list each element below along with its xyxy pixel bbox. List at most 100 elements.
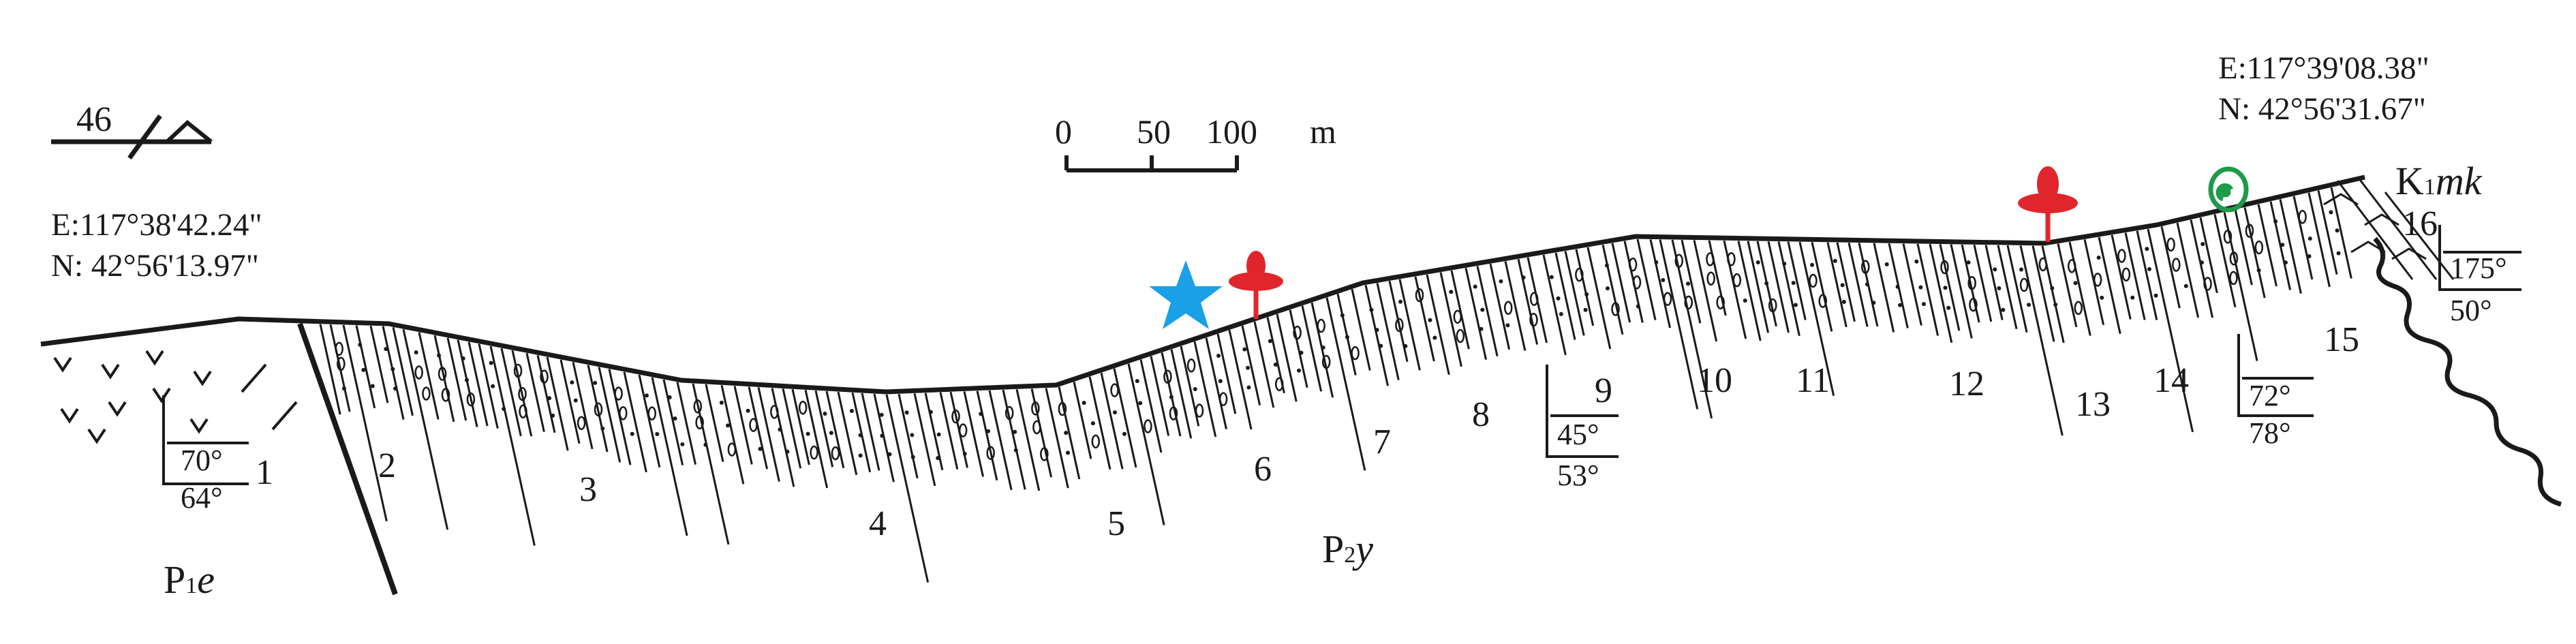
sand-dot — [1345, 335, 1349, 339]
bedding-line — [1811, 241, 1833, 332]
sand-dot — [600, 426, 605, 431]
sand-dot — [887, 452, 892, 457]
sand-dot — [910, 455, 915, 459]
bedding-line — [1997, 245, 2018, 329]
pebble-symbol — [1163, 369, 1172, 384]
bedding-line — [1336, 294, 1357, 375]
fault-line — [297, 322, 398, 596]
bedding-line — [2176, 222, 2200, 318]
pebble-symbol — [647, 406, 656, 420]
sand-dot — [986, 429, 991, 433]
sand-dot — [1841, 300, 1846, 305]
sand-dot — [1943, 286, 1948, 290]
bedding-line — [1836, 242, 1856, 322]
pebble-symbol — [2067, 259, 2076, 273]
sand-dot — [1246, 365, 1251, 370]
sand-dot — [1428, 318, 1432, 322]
pebble-symbol — [1195, 403, 1204, 418]
sand-dot — [1840, 283, 1845, 288]
sand-dot — [1743, 298, 1747, 303]
pebble-symbol — [2093, 273, 2102, 287]
pebble-symbol — [414, 365, 423, 380]
attitude-3-top: 72° — [2249, 379, 2291, 412]
pebble-symbol — [1628, 257, 1638, 272]
bedding-line — [2279, 199, 2302, 294]
attitude-2-bottom: 53° — [1557, 459, 1599, 492]
bedding-line — [2317, 190, 2338, 275]
bedding-line — [355, 325, 376, 409]
bedding-line — [2330, 187, 2352, 279]
bedding-line — [1161, 352, 1182, 437]
sand-dot — [746, 408, 750, 413]
bed-numbers: 1 2 3 4 5 6 7 8 9 10 11 12 13 14 15 16 — [256, 204, 2438, 543]
sand-dot — [1549, 275, 1554, 279]
bedding-line — [782, 388, 802, 469]
pebble-symbol — [2254, 240, 2264, 255]
bedding-line — [757, 387, 780, 482]
sand-dot — [2096, 256, 2101, 260]
sand-dot — [1898, 303, 1903, 307]
bedding-line — [1575, 249, 1595, 326]
bedding-line — [402, 328, 449, 530]
sand-dot — [1584, 292, 1589, 296]
bedding-line — [1113, 368, 1137, 468]
unconformity-wave-icon — [2373, 236, 2562, 507]
bedding-line — [1100, 372, 1124, 470]
sand-dot — [1521, 275, 1526, 280]
bedding-line — [1611, 243, 1631, 323]
sand-dot — [858, 453, 863, 458]
bedding-line — [1693, 240, 1718, 342]
sand-dot — [1865, 282, 1869, 287]
start-coordinate-n: N: 42°56'13.97" — [51, 248, 259, 283]
pebble-symbol — [518, 386, 527, 401]
bedding-line — [913, 393, 936, 487]
bedding-line — [638, 374, 661, 467]
sand-dot — [2019, 267, 2024, 272]
bedding-line — [1150, 356, 1170, 436]
pebble-symbol — [1716, 295, 1725, 310]
sand-dot — [1375, 328, 1379, 333]
attitude-brackets — [162, 225, 2521, 485]
sand-dot — [1013, 429, 1017, 434]
sand-dot — [1473, 284, 1477, 289]
pebble-symbol — [958, 423, 968, 438]
bedding-line — [1542, 254, 1567, 356]
sand-dot — [1169, 395, 1174, 399]
attitude-3-bottom: 78° — [2249, 416, 2291, 450]
bedding-line — [457, 339, 478, 427]
bed-number: 12 — [1949, 365, 1984, 403]
bedding-line — [1747, 241, 1770, 333]
pebble-symbol — [466, 392, 476, 407]
sand-dot — [573, 398, 578, 403]
bedding-line — [342, 324, 388, 522]
bedding-line — [1636, 239, 1657, 320]
bed-number: 13 — [2075, 385, 2111, 424]
sand-dot — [1321, 345, 1325, 350]
bedding-line — [1873, 243, 1895, 333]
sand-dot — [1065, 450, 1070, 455]
pebble-symbol — [2298, 210, 2307, 224]
sand-dot — [1604, 263, 1609, 268]
sand-dot — [2001, 307, 2006, 312]
pebble-symbol — [1040, 447, 1049, 461]
attitude-4-bottom: 50° — [2450, 294, 2492, 327]
sand-dot — [1793, 303, 1798, 307]
sand-dot — [1556, 296, 1561, 301]
pebble-symbol — [1768, 298, 1777, 313]
pebble-symbol — [2038, 257, 2048, 272]
bedding-line — [720, 385, 745, 485]
sand-dot — [2147, 266, 2151, 271]
pebble-symbol — [441, 388, 450, 402]
pebble-symbol — [1967, 276, 1976, 290]
sand-dot — [1403, 343, 1408, 348]
pebble-symbol — [1732, 273, 1742, 288]
bedding-line — [1216, 333, 1237, 414]
bedding-line — [1564, 251, 1585, 336]
pebble-symbol — [438, 367, 447, 381]
pebble-symbol — [2166, 237, 2175, 252]
bedding-line — [1073, 382, 1092, 459]
scale-unit: m — [1310, 112, 1336, 151]
sand-dot — [1369, 307, 1374, 312]
pebble-symbol — [1351, 346, 1360, 361]
sand-dot — [1138, 401, 1143, 405]
